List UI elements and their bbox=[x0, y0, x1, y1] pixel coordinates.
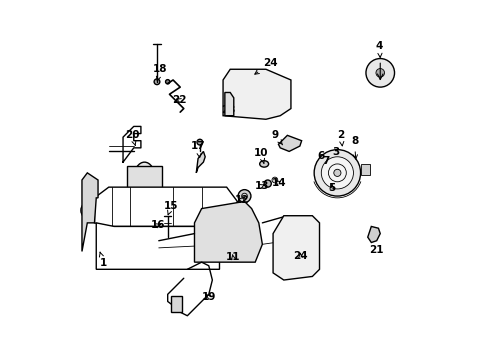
Text: 11: 11 bbox=[225, 252, 240, 262]
Text: 10: 10 bbox=[253, 148, 267, 163]
Circle shape bbox=[271, 177, 277, 183]
Text: 9: 9 bbox=[271, 130, 282, 145]
Text: 16: 16 bbox=[150, 220, 165, 230]
Text: 14: 14 bbox=[271, 179, 286, 188]
Circle shape bbox=[313, 150, 360, 196]
Circle shape bbox=[365, 59, 394, 87]
Ellipse shape bbox=[286, 222, 291, 234]
Text: 19: 19 bbox=[201, 292, 216, 302]
Text: 21: 21 bbox=[368, 245, 383, 255]
Circle shape bbox=[264, 180, 271, 187]
Polygon shape bbox=[94, 187, 237, 226]
Polygon shape bbox=[224, 93, 233, 116]
Text: 7: 7 bbox=[322, 157, 329, 166]
Ellipse shape bbox=[134, 162, 155, 194]
Text: 8: 8 bbox=[350, 136, 357, 159]
Text: 17: 17 bbox=[190, 140, 205, 157]
Text: 4: 4 bbox=[375, 41, 383, 58]
Text: 5: 5 bbox=[328, 184, 335, 193]
Text: 1: 1 bbox=[99, 252, 107, 268]
Circle shape bbox=[81, 202, 99, 219]
Text: 22: 22 bbox=[172, 95, 186, 105]
Polygon shape bbox=[223, 69, 290, 119]
Polygon shape bbox=[171, 296, 182, 312]
Circle shape bbox=[270, 88, 279, 97]
Polygon shape bbox=[360, 164, 369, 175]
Circle shape bbox=[165, 80, 169, 84]
Text: 12: 12 bbox=[234, 195, 248, 205]
Circle shape bbox=[164, 233, 170, 238]
Polygon shape bbox=[367, 226, 380, 243]
Polygon shape bbox=[194, 202, 262, 262]
Text: 6: 6 bbox=[317, 151, 324, 161]
Text: 2: 2 bbox=[337, 130, 344, 146]
Polygon shape bbox=[82, 173, 98, 251]
Ellipse shape bbox=[156, 240, 161, 249]
Circle shape bbox=[333, 169, 340, 176]
Polygon shape bbox=[96, 223, 219, 269]
Text: 24: 24 bbox=[293, 251, 307, 261]
Circle shape bbox=[154, 79, 160, 85]
Text: 18: 18 bbox=[153, 64, 167, 81]
Polygon shape bbox=[272, 216, 319, 280]
Polygon shape bbox=[278, 135, 301, 152]
Text: 13: 13 bbox=[254, 181, 268, 191]
Text: 3: 3 bbox=[331, 147, 339, 157]
Ellipse shape bbox=[259, 161, 268, 167]
Text: 24: 24 bbox=[254, 58, 277, 74]
Circle shape bbox=[321, 157, 353, 189]
Circle shape bbox=[375, 68, 384, 77]
Polygon shape bbox=[196, 152, 205, 173]
Text: 23: 23 bbox=[221, 105, 235, 115]
Circle shape bbox=[238, 190, 250, 203]
Bar bbox=[126, 166, 162, 191]
Text: 15: 15 bbox=[163, 201, 178, 215]
Text: 20: 20 bbox=[124, 130, 139, 145]
Circle shape bbox=[197, 139, 203, 145]
